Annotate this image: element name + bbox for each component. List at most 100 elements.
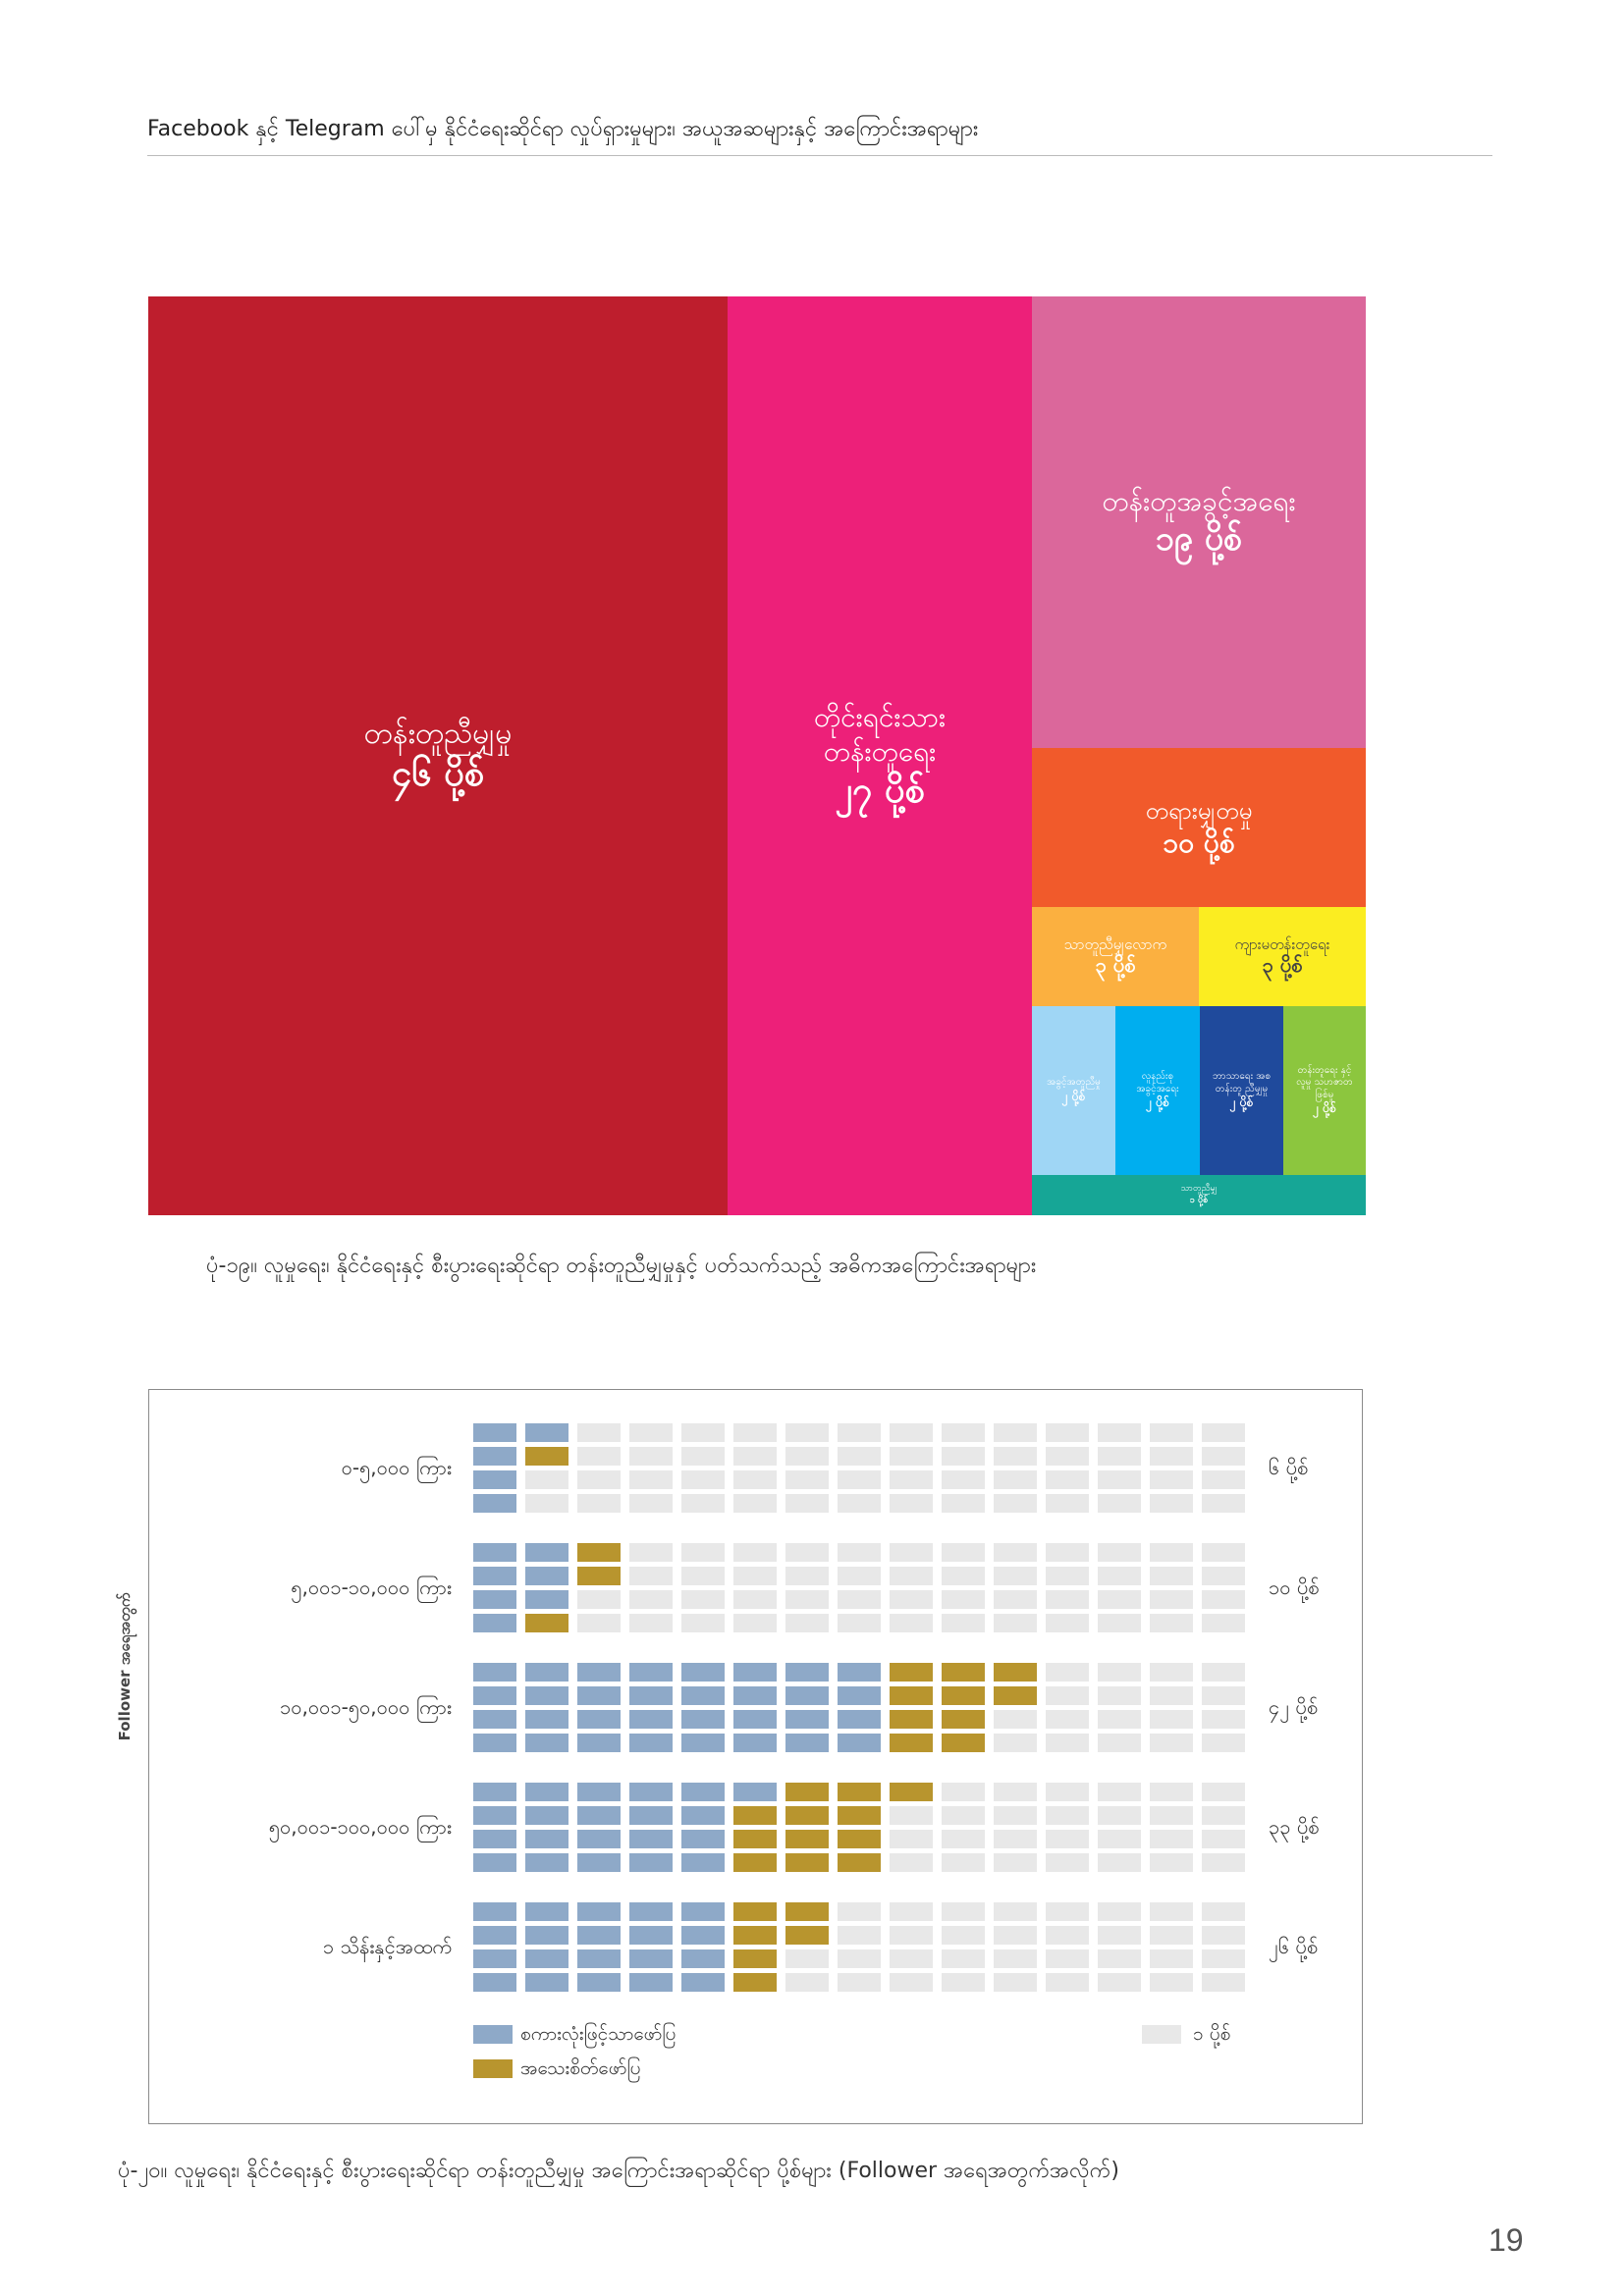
- page-number: 19: [1489, 2222, 1524, 2258]
- waffle-text-post-square: [629, 1949, 673, 1968]
- treemap-cell: တိုင်းရင်းသား တန်းတူရေး ၂၇ ပို့စ်: [728, 296, 1032, 1215]
- waffle-text-post-square: [473, 1902, 516, 1921]
- waffle-text-post-square: [629, 1926, 673, 1945]
- waffle-empty-square: [1150, 1806, 1193, 1825]
- waffle-empty-square: [1098, 1830, 1141, 1848]
- waffle-image-post-square: [577, 1567, 621, 1585]
- waffle-empty-square: [577, 1423, 621, 1442]
- treemap-cell: အခွင့်အတူညီမှု ၂ ပို့စ်: [1032, 1006, 1115, 1175]
- waffle-empty-square: [942, 1949, 985, 1968]
- waffle-empty-square: [994, 1853, 1037, 1872]
- figure-caption-19: ပုံ-၁၉။ လူမှုရေး၊ နိုင်ငံရေးနှင့် စီးပွာ…: [206, 1254, 1037, 1278]
- treemap-cell-label: သာတူညီမျှလောက: [1063, 934, 1167, 953]
- waffle-text-post-square: [473, 1783, 516, 1801]
- waffle-text-post-square: [473, 1543, 516, 1562]
- waffle-empty-square: [1150, 1494, 1193, 1513]
- waffle-empty-square: [1202, 1614, 1245, 1632]
- waffle-empty-square: [1098, 1567, 1141, 1585]
- waffle-row-label: ၅၀,၀၀၁-၁၀၀,၀၀၀ ကြား: [268, 1815, 452, 1839]
- waffle-empty-square: [890, 1447, 933, 1466]
- waffle-text-post-square: [525, 1663, 568, 1682]
- waffle-empty-square: [1098, 1710, 1141, 1729]
- waffle-empty-square: [994, 1710, 1037, 1729]
- waffle-empty-square: [1202, 1973, 1245, 1992]
- waffle-empty-square: [681, 1423, 725, 1442]
- waffle-empty-square: [681, 1470, 725, 1489]
- waffle-empty-square: [942, 1567, 985, 1585]
- waffle-text-post-square: [681, 1710, 725, 1729]
- waffle-empty-square: [994, 1734, 1037, 1752]
- treemap-cell-value: ၂ ပို့စ်: [1146, 1095, 1169, 1109]
- waffle-text-post-square: [681, 1663, 725, 1682]
- waffle-text-post-square: [525, 1902, 568, 1921]
- waffle-image-post-square: [785, 1853, 829, 1872]
- treemap-cell: သာတူညီမျှ ၁ ပို့စ်: [1032, 1175, 1366, 1215]
- waffle-text-post-square: [577, 1783, 621, 1801]
- waffle-empty-square: [785, 1470, 829, 1489]
- waffle-empty-square: [890, 1543, 933, 1562]
- waffle-text-post-square: [525, 1973, 568, 1992]
- waffle-empty-square: [629, 1494, 673, 1513]
- waffle-row-count: ၆ ပို့စ်: [1269, 1456, 1309, 1479]
- waffle-empty-square: [1202, 1806, 1245, 1825]
- waffle-text-post-square: [473, 1663, 516, 1682]
- waffle-empty-square: [1202, 1590, 1245, 1609]
- waffle-text-post-square: [577, 1686, 621, 1705]
- waffle-image-post-square: [733, 1902, 777, 1921]
- waffle-empty-square: [785, 1494, 829, 1513]
- waffle-empty-square: [785, 1567, 829, 1585]
- waffle-empty-square: [1046, 1590, 1089, 1609]
- waffle-text-post-square: [473, 1614, 516, 1632]
- waffle-empty-square: [1046, 1663, 1089, 1682]
- treemap-cell: လူနည်းစု အခွင့်အရေး ၂ ပို့စ်: [1115, 1006, 1200, 1175]
- waffle-empty-square: [681, 1590, 725, 1609]
- waffle-empty-square: [629, 1423, 673, 1442]
- waffle-text-post-square: [681, 1902, 725, 1921]
- treemap-cell-label: တန်းတူညီမျှမှု: [363, 716, 513, 751]
- waffle-empty-square: [838, 1902, 881, 1921]
- waffle-text-post-square: [785, 1686, 829, 1705]
- waffle-empty-square: [1202, 1949, 1245, 1968]
- waffle-empty-square: [994, 1614, 1037, 1632]
- waffle-empty-square: [1098, 1734, 1141, 1752]
- waffle-image-post-square: [890, 1734, 933, 1752]
- waffle-empty-square: [733, 1494, 777, 1513]
- waffle-empty-square: [1150, 1949, 1193, 1968]
- waffle-text-post-square: [629, 1973, 673, 1992]
- waffle-text-post-square: [577, 1710, 621, 1729]
- waffle-empty-square: [1150, 1783, 1193, 1801]
- waffle-text-post-square: [681, 1949, 725, 1968]
- waffle-empty-square: [1098, 1590, 1141, 1609]
- waffle-text-post-square: [577, 1806, 621, 1825]
- waffle-text-post-square: [785, 1663, 829, 1682]
- treemap-cell-label: လူနည်းစု အခွင့်အရေး: [1136, 1071, 1179, 1095]
- waffle-text-post-square: [473, 1567, 516, 1585]
- waffle-empty-square: [1202, 1447, 1245, 1466]
- waffle-empty-square: [1098, 1783, 1141, 1801]
- waffle-empty-square: [681, 1614, 725, 1632]
- waffle-empty-square: [994, 1590, 1037, 1609]
- waffle-text-post-square: [473, 1806, 516, 1825]
- waffle-empty-square: [994, 1783, 1037, 1801]
- waffle-empty-square: [1150, 1447, 1193, 1466]
- waffle-empty-square: [890, 1614, 933, 1632]
- treemap-cell-label: ကျားမတန်းတူရေး: [1234, 934, 1330, 953]
- waffle-text-post-square: [473, 1447, 516, 1466]
- waffle-empty-square: [942, 1447, 985, 1466]
- waffle-empty-square: [1150, 1470, 1193, 1489]
- treemap-cell: တန်းတူအခွင့်အရေး ၁၉ ပို့စ်: [1032, 296, 1366, 748]
- waffle-text-post-square: [838, 1663, 881, 1682]
- treemap-cell-value: ၁၀ ပို့စ်: [1163, 826, 1235, 859]
- waffle-text-post-square: [577, 1902, 621, 1921]
- waffle-empty-square: [577, 1447, 621, 1466]
- waffle-text-post-square: [785, 1710, 829, 1729]
- waffle-empty-square: [1098, 1494, 1141, 1513]
- waffle-empty-square: [1202, 1423, 1245, 1442]
- waffle-text-post-square: [473, 1734, 516, 1752]
- waffle-empty-square: [1098, 1973, 1141, 1992]
- waffle-text-post-square: [629, 1830, 673, 1848]
- legend-swatch-image-post: [473, 2059, 513, 2078]
- waffle-empty-square: [890, 1902, 933, 1921]
- waffle-empty-square: [1150, 1926, 1193, 1945]
- waffle-empty-square: [785, 1949, 829, 1968]
